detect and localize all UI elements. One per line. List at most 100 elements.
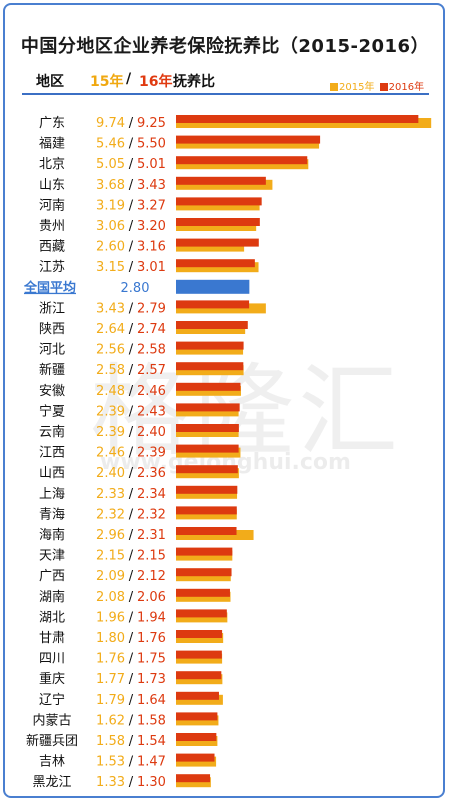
value-separator: / — [129, 260, 134, 275]
value-separator: / — [129, 157, 134, 172]
header-year-2016: 16年 — [139, 74, 173, 90]
value-separator: / — [129, 631, 134, 646]
category-label: 新疆兵团 — [26, 733, 78, 749]
value-label-2015: 1.33 — [96, 775, 125, 790]
category-label: 河北 — [39, 343, 65, 358]
bar-2016 — [176, 691, 219, 700]
value-separator: / — [129, 198, 134, 213]
category-label: 福建 — [39, 137, 65, 152]
value-separator: / — [129, 322, 134, 337]
value-label-2015: 3.43 — [96, 301, 125, 316]
value-label-2016: 5.01 — [137, 157, 166, 172]
value-separator: / — [129, 178, 134, 193]
bar-2016 — [176, 444, 239, 453]
value-label-2016: 2.39 — [137, 446, 166, 461]
category-label: 甘肃 — [39, 631, 65, 646]
value-label-2015: 2.15 — [96, 549, 125, 564]
value-separator: / — [129, 404, 134, 419]
bar-2016 — [176, 588, 230, 597]
category-label: 北京 — [39, 157, 65, 172]
category-label: 全国平均 — [23, 280, 76, 296]
category-label: 广东 — [39, 116, 65, 131]
value-label-2016: 5.50 — [137, 137, 166, 152]
header-year-2015: 15年 — [90, 74, 124, 90]
legend: 2015年 2016年 — [330, 78, 424, 93]
value-label-2016: 1.94 — [137, 610, 166, 625]
bar-2016 — [176, 774, 211, 783]
legend-swatch-2016 — [379, 83, 388, 91]
bar-2016 — [176, 115, 419, 123]
average-value-label: 2.80 — [121, 281, 150, 296]
bar-2016 — [176, 341, 244, 350]
value-separator: / — [129, 713, 134, 728]
bar-2016 — [176, 485, 238, 494]
value-label-2015: 2.32 — [96, 507, 125, 522]
bar-2016 — [176, 650, 222, 659]
value-separator: / — [129, 549, 134, 564]
value-separator: / — [129, 775, 134, 790]
value-separator: / — [129, 137, 134, 152]
bar-2016 — [176, 609, 227, 618]
category-label: 贵州 — [39, 219, 65, 234]
legend-label-2015: 2015年 — [339, 82, 375, 93]
category-label: 青海 — [39, 507, 65, 522]
category-label: 山西 — [39, 466, 65, 481]
value-label-2015: 2.08 — [96, 590, 125, 605]
value-label-2016: 3.27 — [137, 198, 166, 213]
value-label-2015: 1.96 — [96, 610, 125, 625]
value-label-2016: 3.16 — [137, 240, 166, 255]
bar-2016 — [176, 753, 215, 762]
category-label: 山东 — [39, 178, 65, 193]
bar-2016 — [176, 238, 259, 247]
category-label: 辽宁 — [39, 692, 65, 708]
category-label: 重庆 — [39, 671, 65, 687]
category-label: 河南 — [39, 197, 65, 213]
value-label-2015: 1.53 — [96, 755, 125, 770]
value-label-2015: 2.39 — [96, 425, 125, 440]
value-label-2016: 9.25 — [137, 116, 166, 131]
category-label: 江西 — [39, 446, 65, 461]
value-label-2016: 2.06 — [137, 590, 166, 605]
value-label-2016: 2.58 — [137, 343, 166, 358]
value-separator: / — [129, 487, 134, 502]
category-label: 浙江 — [39, 301, 65, 316]
value-label-2016: 1.30 — [137, 775, 166, 790]
value-label-2016: 1.73 — [137, 672, 166, 687]
value-label-2015: 2.09 — [96, 569, 125, 584]
header-ratio-label: 抚养比 — [173, 74, 215, 90]
value-label-2016: 1.76 — [137, 631, 166, 646]
legend-swatch-2015 — [330, 83, 338, 91]
value-separator: / — [129, 116, 134, 131]
category-label: 宁夏 — [39, 403, 65, 419]
value-label-2016: 1.64 — [137, 693, 166, 708]
value-label-2016: 1.58 — [137, 713, 166, 728]
bar-2016 — [176, 382, 241, 391]
value-label-2016: 3.43 — [137, 178, 166, 193]
value-label-2015: 1.76 — [96, 652, 125, 667]
value-label-2016: 2.34 — [137, 487, 166, 502]
header-region: 地区 — [36, 74, 64, 90]
value-separator: / — [129, 384, 134, 399]
value-label-2015: 9.74 — [96, 116, 125, 131]
header-divider — [22, 93, 429, 95]
bar-2016 — [176, 506, 237, 515]
value-separator: / — [129, 734, 134, 749]
value-label-2015: 2.60 — [96, 240, 125, 255]
value-label-2015: 3.06 — [96, 219, 125, 234]
average-bar — [176, 279, 250, 294]
category-label: 内蒙古 — [32, 712, 71, 728]
value-separator: / — [129, 693, 134, 708]
value-label-2016: 2.32 — [137, 507, 166, 522]
value-label-2016: 2.36 — [137, 466, 166, 481]
value-separator: / — [129, 755, 134, 770]
value-label-2015: 5.46 — [96, 137, 125, 152]
value-separator: / — [129, 446, 134, 461]
category-label: 吉林 — [39, 755, 65, 770]
category-label: 新疆 — [39, 362, 65, 378]
chart-title: 中国分地区企业养老保险抚养比（2015-2016） — [20, 36, 430, 57]
value-separator: / — [129, 507, 134, 522]
value-separator: / — [129, 590, 134, 605]
bar-2016 — [176, 547, 233, 556]
value-label-2015: 2.33 — [96, 487, 125, 502]
bar-2016 — [176, 362, 244, 371]
